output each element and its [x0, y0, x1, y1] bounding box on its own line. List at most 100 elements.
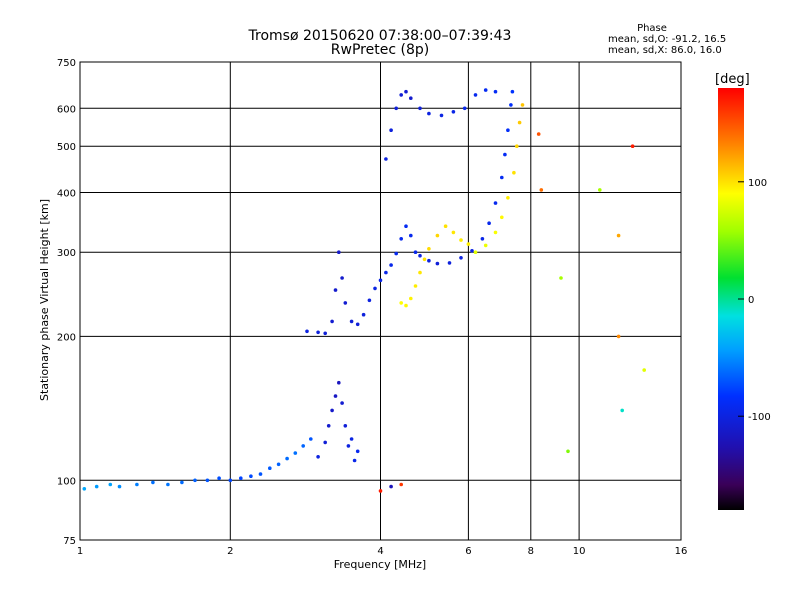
x-axis-label: Frequency [MHz] — [334, 558, 426, 571]
data-point — [166, 482, 170, 487]
data-point — [378, 278, 383, 283]
data-point — [399, 482, 404, 487]
data-point — [389, 263, 393, 267]
data-point — [352, 458, 357, 463]
data-point — [276, 462, 281, 467]
data-point — [418, 106, 422, 111]
y-axis-label: Stationary phase Virtual Height [km] — [38, 199, 51, 401]
data-point — [616, 334, 621, 339]
data-point — [435, 261, 440, 266]
y-tick-label: 600 — [57, 104, 76, 115]
data-point — [384, 157, 388, 161]
data-point — [500, 175, 504, 180]
data-point — [346, 444, 351, 448]
x-axis-ticks: 1 2 4 6 8 10 16 — [77, 546, 688, 557]
data-point — [413, 250, 418, 254]
data-point — [466, 242, 471, 246]
data-points — [82, 88, 646, 493]
data-point — [473, 93, 478, 97]
data-point — [193, 478, 197, 483]
data-point — [117, 484, 122, 489]
data-point — [462, 106, 467, 111]
data-point — [367, 298, 372, 303]
data-point — [384, 270, 388, 275]
data-point — [268, 466, 272, 471]
data-point — [409, 96, 413, 100]
data-point — [349, 437, 354, 441]
data-point — [422, 257, 427, 262]
data-point — [427, 247, 431, 251]
data-point — [487, 221, 491, 225]
data-point — [330, 319, 334, 324]
data-point — [427, 258, 431, 263]
chart-title: Tromsø 20150620 07:38:00–07:39:43 — [248, 28, 512, 44]
data-point — [404, 224, 408, 228]
data-point — [427, 111, 431, 116]
data-point — [309, 437, 313, 441]
data-point — [301, 444, 306, 448]
data-point — [439, 113, 444, 118]
data-point — [337, 380, 341, 385]
data-point — [566, 449, 570, 454]
y-tick-label: 750 — [57, 58, 76, 69]
y-tick-label: 300 — [57, 248, 76, 259]
data-point — [459, 255, 463, 260]
data-point — [480, 237, 485, 241]
plot-frame — [79, 61, 682, 541]
data-point — [620, 408, 624, 413]
data-point — [483, 243, 488, 248]
y-tick-label: 500 — [57, 142, 76, 153]
x-tick-label: 6 — [465, 546, 471, 557]
y-axis-ticks: 75 100 200 300 400 500 600 750 — [57, 58, 76, 547]
chart-subtitle: RwPretec (8p) — [331, 42, 429, 58]
data-point — [409, 296, 413, 301]
data-point — [500, 215, 504, 220]
data-point — [389, 484, 393, 489]
data-point — [333, 288, 338, 292]
data-point — [451, 110, 456, 114]
x-tick-label: 16 — [675, 546, 688, 557]
data-point — [506, 128, 510, 132]
data-point — [443, 224, 448, 228]
x-tick-label: 2 — [227, 546, 233, 557]
data-point — [373, 286, 377, 291]
data-point — [228, 478, 233, 483]
data-point — [630, 144, 635, 148]
data-point — [642, 368, 646, 372]
data-point — [515, 144, 519, 148]
data-point — [258, 472, 263, 476]
data-point — [337, 250, 341, 254]
data-point — [418, 253, 422, 258]
data-point — [539, 188, 544, 192]
data-point — [598, 188, 602, 192]
data-point — [349, 319, 354, 324]
data-point — [180, 480, 184, 485]
data-point — [343, 424, 348, 428]
colorbar-ticks: 100 0 -100 — [738, 178, 771, 423]
data-point — [510, 89, 515, 94]
data-point — [316, 330, 320, 335]
colorbar-tick-label: 100 — [748, 178, 767, 189]
data-point — [293, 451, 298, 455]
y-tick-label: 200 — [57, 332, 76, 343]
data-point — [389, 128, 393, 132]
stats-line-x: mean, sd,X: 86.0, 16.0 — [608, 45, 722, 56]
data-point — [447, 261, 452, 265]
data-point — [108, 482, 113, 487]
x-tick-label: 4 — [377, 546, 383, 557]
colorbar-tick-label: 0 — [748, 295, 754, 306]
data-point — [503, 152, 507, 157]
colorbar-tick-label: -100 — [748, 412, 771, 423]
data-point — [559, 276, 563, 280]
data-point — [506, 196, 510, 200]
data-point — [343, 301, 348, 305]
stats-line-o: mean, sd,O: -91.2, 16.5 — [608, 34, 726, 45]
data-point — [217, 476, 221, 481]
data-point — [399, 301, 404, 305]
y-tick-label: 75 — [63, 536, 76, 547]
data-point — [249, 474, 253, 479]
colorbar-label: [deg] — [715, 72, 750, 87]
data-point — [305, 329, 309, 334]
data-point — [483, 88, 488, 92]
data-point — [94, 484, 99, 489]
